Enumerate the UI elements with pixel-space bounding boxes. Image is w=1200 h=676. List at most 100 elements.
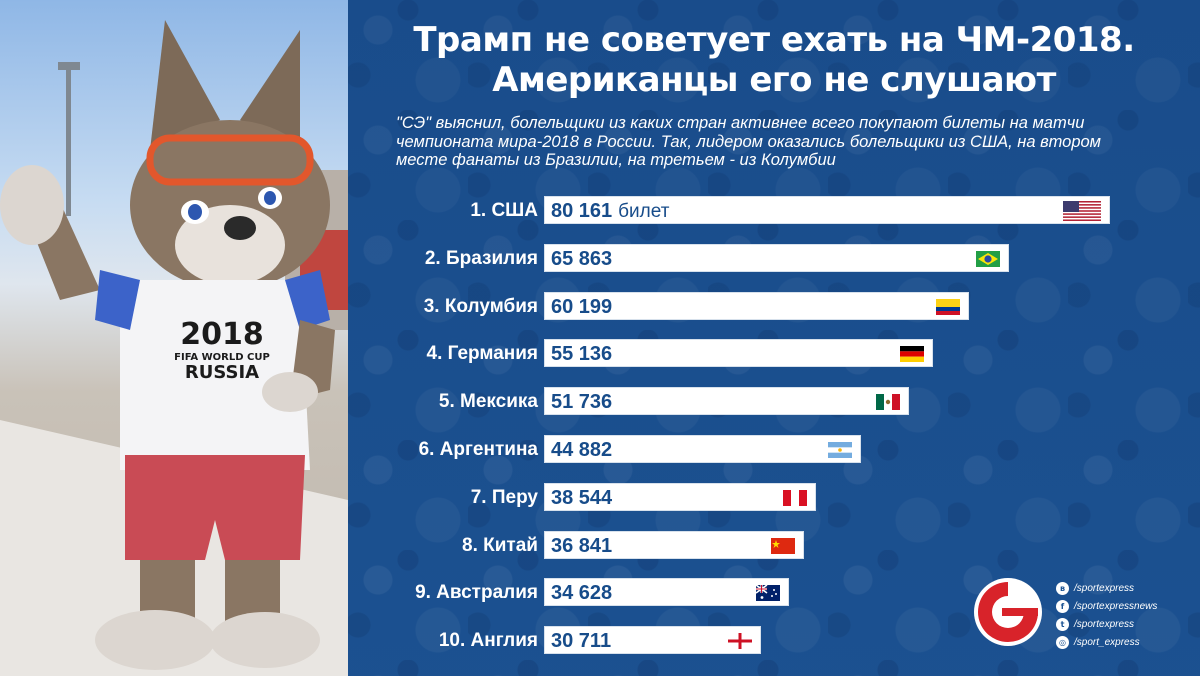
- mascot-left-pupil: [188, 204, 202, 220]
- logo-red-arc: [978, 582, 1038, 642]
- shirt-year: 2018: [180, 317, 264, 352]
- mascot-sleeve-right: [285, 270, 330, 330]
- value-number: 60 199: [551, 295, 613, 318]
- country-label: 7. Перу: [470, 486, 538, 508]
- value-number: 34 628: [551, 582, 613, 605]
- twitter-icon: t: [1056, 618, 1069, 631]
- mascot-right-glove: [262, 372, 318, 412]
- content-panel: Трамп не советует ехать на ЧМ-2018. Амер…: [348, 0, 1200, 676]
- social-handle: /sportexpress: [1074, 619, 1135, 630]
- value-number: 51 736: [551, 391, 613, 414]
- bar-row: 5. Мексика 51 736: [348, 387, 1200, 417]
- mascot-sleeve-left: [95, 270, 140, 330]
- bar-row: 3. Колумбия 60 199: [348, 291, 1200, 322]
- country-label: 5. Мексика: [438, 391, 538, 413]
- unit-label: билет: [618, 201, 670, 222]
- china-flag-icon: [771, 537, 795, 554]
- value-label: 30 711: [551, 627, 611, 655]
- value-label: 34 628: [551, 579, 612, 607]
- mascot-goggles: [146, 134, 314, 186]
- mascot-muzzle: [175, 205, 285, 285]
- bar-row: 7. Перу 38 544: [348, 482, 1200, 513]
- mascot-left-ear: [150, 20, 220, 150]
- country-label: 8. Китай: [462, 534, 538, 556]
- bar: 34 628: [544, 578, 789, 607]
- value-number: 55 136: [551, 343, 613, 366]
- social-vk: в /sportexpress: [1056, 580, 1157, 597]
- social-twitter: t /sportexpress: [1056, 616, 1157, 633]
- country-label: 10. Англия: [438, 630, 538, 652]
- ticket-sales-bar-chart: 1. США 80 161 билет 2. Бразилия 65 863 3. Кол…: [348, 0, 1200, 676]
- value-label: 65 863: [551, 245, 612, 273]
- mascot-nose: [224, 216, 256, 240]
- bar: 51 736: [544, 387, 909, 416]
- social-handle: /sportexpress: [1074, 583, 1135, 594]
- bar: 44 882: [544, 435, 861, 463]
- bar: 65 863: [544, 243, 1009, 273]
- light-pole-head: [58, 62, 80, 70]
- mexico-flag-icon: [876, 394, 900, 411]
- germany-flag-icon: [900, 346, 924, 363]
- shirt-line3: RUSSIA: [185, 362, 259, 383]
- facebook-icon: f: [1056, 600, 1069, 613]
- bar: 80 161 билет: [544, 196, 1110, 224]
- bar: 55 136: [544, 339, 933, 368]
- vk-icon: в: [1056, 582, 1069, 595]
- mascot-right-foot: [210, 612, 320, 668]
- bar-row: 2. Бразилия 65 863: [348, 243, 1200, 274]
- country-label: 3. Колумбия: [423, 295, 538, 317]
- value-label: 55 136: [551, 340, 612, 368]
- headline-line-1: Трамп не советует ехать на ЧМ-2018.: [413, 20, 1135, 60]
- light-pole: [66, 66, 71, 216]
- bar: 60 199: [544, 291, 969, 321]
- country-label: 4. Германия: [426, 343, 538, 365]
- lead-paragraph: "СЭ" выяснил, болельщики из каких стран …: [396, 114, 1101, 169]
- bar: 30 711: [544, 626, 761, 655]
- mascot-left-foot: [95, 610, 215, 670]
- mascot-shorts: [125, 455, 305, 560]
- instagram-icon: ◎: [1056, 636, 1069, 649]
- value-label: 60 199: [551, 293, 612, 321]
- value-label: 51 736: [551, 388, 612, 416]
- bar-row: 10. Англия 30 711: [348, 626, 1200, 656]
- value-label: 38 544: [551, 484, 612, 512]
- argentina-flag-icon: [828, 442, 852, 458]
- mascot-photo: 2018 FIFA WORLD CUP RUSSIA: [0, 0, 348, 676]
- shirt-line2: FIFA WORLD CUP: [174, 352, 270, 363]
- country-label: 9. Австралия: [415, 582, 538, 604]
- value-number: 38 544: [551, 486, 613, 509]
- value-number: 65 863: [551, 247, 613, 270]
- country-label: 6. Аргентина: [418, 439, 538, 460]
- england-flag-icon: [728, 633, 752, 650]
- colombia-flag-icon: [936, 298, 960, 315]
- australia-flag-icon: [755, 584, 780, 602]
- us-flag-icon: [1063, 201, 1101, 221]
- country-label: 1. США: [470, 200, 538, 221]
- bar-row: 9. Австралия 34 628: [348, 578, 1200, 608]
- social-facebook: f /sportexpressnews: [1056, 598, 1157, 615]
- value-number: 80 161: [551, 200, 613, 222]
- social-links: в /sportexpress f /sportexpressnews t /s…: [1056, 580, 1157, 652]
- value-number: 30 711: [551, 630, 612, 653]
- mascot-shirt: [120, 280, 310, 470]
- mascot-illustration: 2018 FIFA WORLD CUP RUSSIA: [0, 20, 348, 676]
- mascot-glove: [0, 165, 64, 245]
- headline-line-2: Американцы его не слушают: [492, 60, 1056, 100]
- headline: Трамп не советует ехать на ЧМ-2018. Амер…: [348, 20, 1200, 100]
- value-number: 36 841: [551, 534, 613, 557]
- social-handle: /sport_express: [1074, 637, 1140, 648]
- value-label: 80 161 билет: [551, 197, 669, 226]
- value-label: 36 841: [551, 532, 612, 560]
- bar-row: 8. Китай 36 841: [348, 530, 1200, 561]
- bar: 36 841: [544, 530, 804, 560]
- peru-flag-icon: [783, 489, 807, 506]
- country-label: 2. Бразилия: [424, 247, 538, 269]
- value-number: 44 882: [551, 439, 613, 461]
- social-handle: /sportexpressnews: [1074, 601, 1158, 612]
- bar: 38 544: [544, 482, 816, 512]
- social-instagram: ◎ /sport_express: [1056, 634, 1157, 651]
- mascot-right-pupil: [264, 191, 276, 205]
- bar-row: 4. Германия 55 136: [348, 339, 1200, 369]
- bar-row: 1. США 80 161 билет: [348, 196, 1200, 226]
